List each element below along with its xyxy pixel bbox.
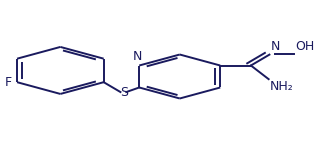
Text: NH₂: NH₂ <box>269 80 293 93</box>
Text: N: N <box>133 50 142 63</box>
Text: F: F <box>5 76 12 89</box>
Text: N: N <box>271 40 280 53</box>
Text: S: S <box>121 86 128 99</box>
Text: OH: OH <box>295 40 314 53</box>
